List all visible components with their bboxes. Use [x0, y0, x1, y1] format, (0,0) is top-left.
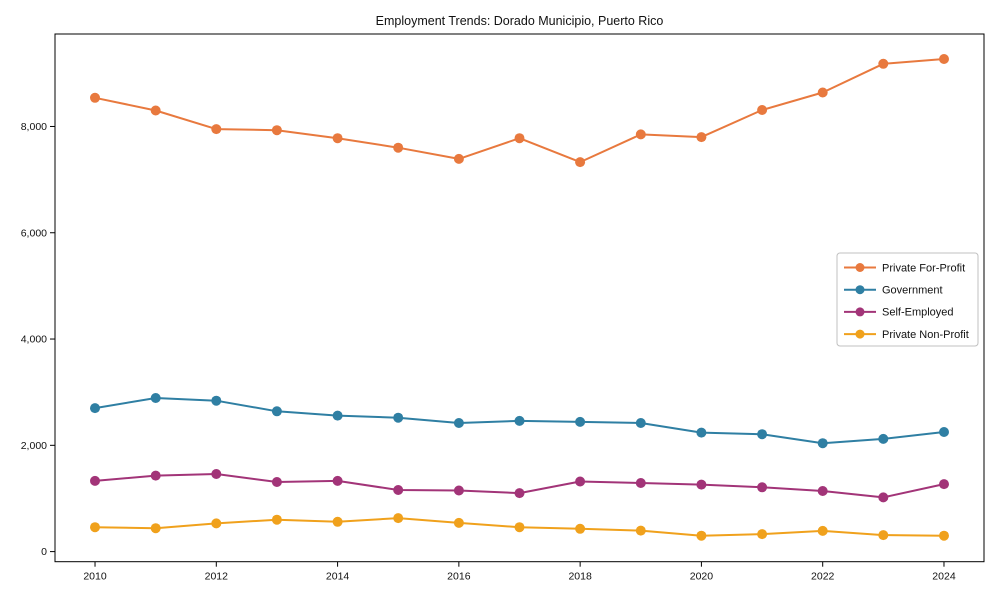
- data-point: [817, 87, 828, 98]
- data-point: [211, 469, 222, 479]
- data-point: [757, 529, 768, 540]
- data-point: [453, 153, 464, 164]
- data-point: [453, 485, 464, 496]
- y-tick-label: 2,000: [21, 440, 47, 452]
- data-point: [757, 482, 768, 493]
- y-tick-label: 8,000: [21, 121, 47, 133]
- legend-item-private-for-profit: Private For-Profit: [844, 262, 965, 274]
- data-point: [271, 125, 282, 136]
- data-point: [575, 523, 586, 534]
- legend-label: Private Non-Profit: [882, 329, 969, 341]
- data-point: [150, 470, 161, 481]
- x-tick-label: 2022: [811, 571, 835, 583]
- series-private-non-profit: [90, 513, 949, 541]
- x-tick-label: 2018: [568, 571, 592, 583]
- data-point: [514, 488, 525, 499]
- x-tick-label: 2010: [83, 571, 107, 583]
- data-point: [878, 433, 889, 444]
- data-point: [453, 418, 464, 428]
- data-point: [635, 418, 646, 428]
- legend-item-government: Government: [844, 285, 943, 297]
- data-point: [514, 415, 525, 426]
- data-point: [271, 406, 282, 417]
- legend-label: Government: [882, 285, 943, 297]
- legend-marker-dot: [855, 285, 865, 295]
- data-point: [757, 429, 768, 440]
- data-point: [635, 129, 646, 140]
- data-point: [393, 513, 404, 524]
- data-point: [211, 395, 222, 406]
- data-point: [211, 124, 222, 135]
- series-private-for-profit: [90, 54, 949, 168]
- data-point: [393, 142, 404, 153]
- data-point: [817, 438, 828, 449]
- data-point: [332, 475, 343, 486]
- data-point: [453, 517, 464, 528]
- data-point: [90, 522, 100, 533]
- data-point: [90, 403, 100, 414]
- data-point: [635, 478, 646, 488]
- data-point: [514, 133, 525, 144]
- data-point: [878, 530, 889, 541]
- legend: Private For-Profit Government Self-Employe…: [836, 252, 979, 347]
- data-point: [150, 393, 161, 403]
- y-tick-label: 0: [41, 546, 47, 558]
- data-point: [150, 523, 161, 534]
- x-tick-label: 2012: [205, 571, 229, 583]
- legend-marker-dot: [855, 307, 865, 317]
- data-point: [757, 105, 768, 115]
- data-point: [575, 157, 586, 168]
- data-point: [817, 486, 828, 496]
- data-point: [696, 530, 707, 541]
- axis-spines: [54, 33, 985, 563]
- x-tick-label: 2024: [932, 571, 956, 583]
- data-point: [939, 530, 949, 541]
- data-point: [271, 514, 282, 525]
- series-government: [90, 393, 949, 449]
- data-point: [332, 410, 343, 421]
- legend-marker-dot: [855, 329, 865, 339]
- data-point: [575, 476, 586, 487]
- data-point: [696, 479, 707, 490]
- data-point: [393, 485, 404, 495]
- data-point: [817, 525, 828, 536]
- data-point: [575, 416, 586, 427]
- legend-item-private-non-profit: Private Non-Profit: [844, 329, 969, 341]
- data-point: [514, 522, 525, 533]
- legend-marker-dot: [855, 263, 865, 272]
- legend-label: Private For-Profit: [882, 262, 965, 274]
- x-tick-label: 2016: [447, 571, 471, 583]
- data-point: [90, 92, 100, 103]
- y-tick-label: 6,000: [21, 227, 47, 239]
- data-point: [332, 516, 343, 527]
- data-point: [939, 54, 949, 64]
- data-point: [696, 427, 707, 438]
- legend-item-self-employed: Self-Employed: [844, 307, 954, 319]
- legend-box: [836, 252, 979, 347]
- data-point: [878, 58, 889, 69]
- chart-title: Employment Trends: Dorado Municipio, Pue…: [376, 14, 664, 28]
- data-point: [696, 132, 707, 143]
- data-point: [939, 427, 949, 437]
- data-point: [635, 525, 646, 536]
- y-tick-label: 4,000: [21, 334, 47, 346]
- data-point: [271, 477, 282, 487]
- data-point: [878, 492, 889, 503]
- data-point: [939, 479, 949, 490]
- series-self-employed: [90, 469, 949, 503]
- x-tick-label: 2014: [326, 571, 350, 583]
- legend-label: Self-Employed: [882, 307, 954, 319]
- data-point: [332, 133, 343, 144]
- data-point: [393, 412, 404, 423]
- series-line: [94, 58, 945, 164]
- data-point: [150, 105, 161, 116]
- data-point: [211, 518, 222, 529]
- data-point: [90, 475, 100, 486]
- x-tick-label: 2020: [690, 571, 714, 583]
